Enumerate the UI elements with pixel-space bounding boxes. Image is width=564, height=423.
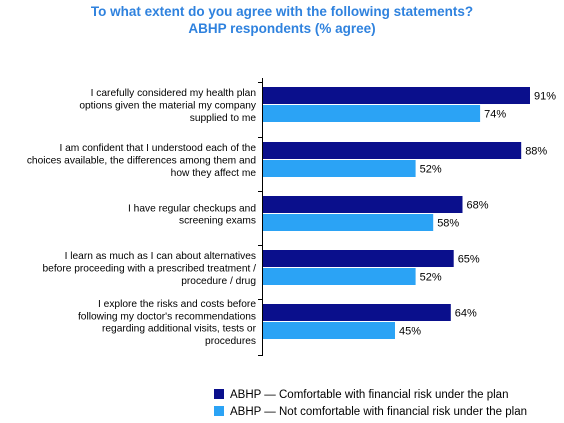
category-label-line: before proceeding with a prescribed trea… [43, 264, 257, 275]
data-label: 68% [467, 200, 489, 212]
category-label-line: how they affect me [171, 168, 257, 179]
bar-not-comfortable [263, 160, 416, 177]
data-label: 64% [455, 308, 477, 320]
legend-item-not-comfortable: ABHP — Not comfortable with financial ri… [214, 406, 527, 423]
legend-item-comfortable: ABHP — Comfortable with financial risk u… [214, 389, 527, 406]
chart-title: To what extent do you agree with the fol… [90, 4, 474, 19]
category-label-line: choices available, the differences among… [27, 156, 257, 167]
category-label-line: I have regular checkups and [128, 203, 256, 214]
legend-swatch-not-comfortable [214, 406, 224, 416]
legend: ABHP — Comfortable with financial risk u… [214, 389, 527, 423]
category-label-line: I explore the risks and costs before [98, 299, 256, 310]
bar-not-comfortable [263, 214, 434, 231]
category-label-line: options given the material my company [79, 101, 257, 112]
bar-comfortable [263, 250, 454, 267]
category-label-line: procedure / drug [181, 276, 256, 287]
category-label-line: supplied to me [190, 113, 257, 124]
category-label-line: I carefully considered my health plan [91, 88, 256, 99]
data-label: 88% [525, 146, 547, 158]
legend-label-not-comfortable: ABHP — Not comfortable with financial ri… [230, 406, 528, 418]
chart-subtitle: ABHP respondents (% agree) [188, 21, 376, 36]
data-label: 52% [420, 272, 442, 284]
bar-not-comfortable [263, 268, 416, 285]
category-label: I am confident that I understood each of… [27, 143, 257, 179]
data-label: 74% [484, 109, 506, 121]
category-label-line: following my doctor's recommendations [78, 311, 256, 322]
data-label: 65% [458, 254, 480, 266]
category-label-line: screening exams [179, 216, 256, 227]
category-label: I have regular checkups and screening exa… [128, 203, 256, 226]
category-label: I carefully considered my health plan opt… [79, 88, 257, 124]
data-label: 52% [420, 164, 442, 176]
category-label-line: regarding additional visits, tests or [102, 324, 257, 335]
category-label-line: procedures [205, 336, 256, 347]
data-label: 91% [534, 91, 556, 103]
category-label: I explore the risks and costs before foll… [78, 299, 257, 347]
legend-swatch-comfortable [214, 389, 224, 399]
bar-comfortable [263, 304, 451, 321]
bar-comfortable [263, 87, 530, 104]
category-label-line: I am confident that I understood each of… [59, 143, 256, 154]
bar-comfortable [263, 196, 463, 213]
category-label: I learn as much as I can about alternati… [43, 251, 257, 287]
bar-not-comfortable [263, 105, 481, 122]
data-label: 45% [399, 326, 421, 338]
chart-title-block: To what extent do you agree with the fol… [0, 3, 564, 37]
bar-comfortable [263, 142, 522, 159]
legend-label-comfortable: ABHP — Comfortable with financial risk u… [230, 389, 509, 401]
bar-not-comfortable [263, 322, 395, 339]
category-label-line: I learn as much as I can about alternati… [65, 251, 256, 262]
data-label: 58% [437, 218, 459, 230]
